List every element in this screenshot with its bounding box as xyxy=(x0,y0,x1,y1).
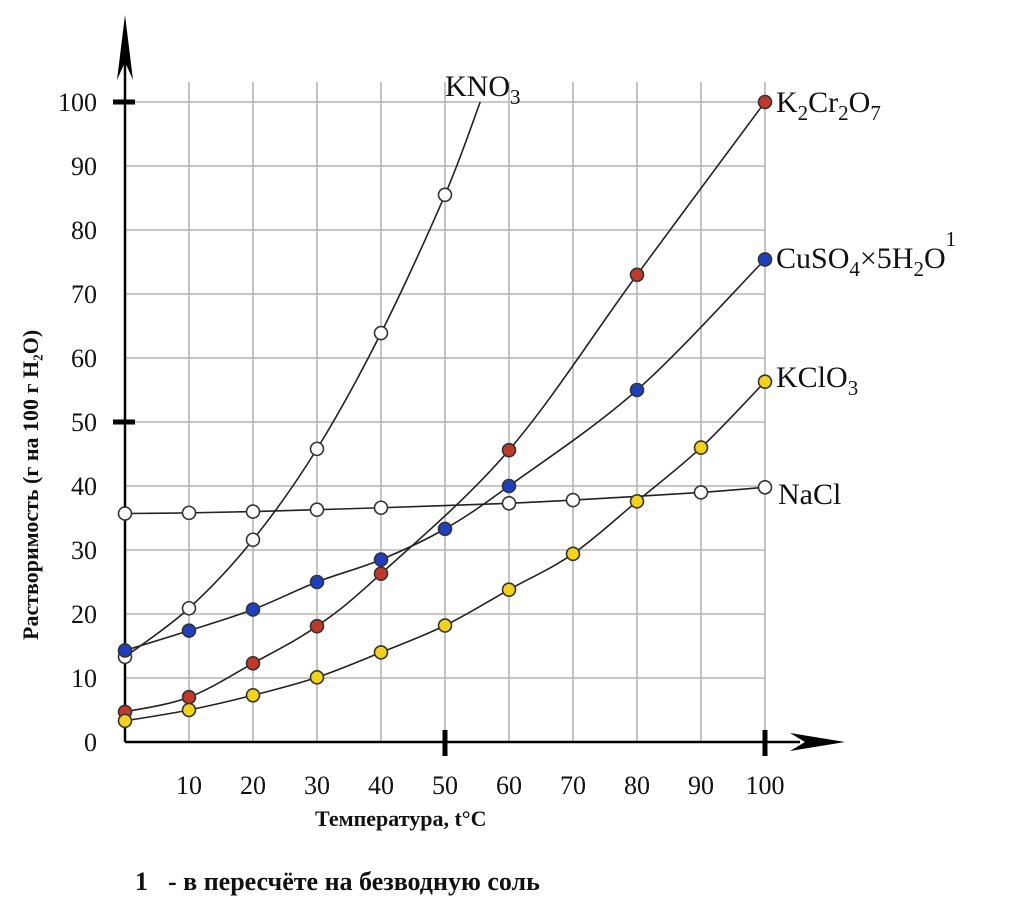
data-point xyxy=(245,687,261,703)
y-tick-label: 60 xyxy=(71,344,97,373)
x-tick-label: 100 xyxy=(746,771,785,800)
data-point xyxy=(181,702,197,718)
data-point xyxy=(117,713,133,729)
data-point xyxy=(309,618,325,634)
data-point xyxy=(181,600,197,616)
y-tick-label: 0 xyxy=(84,728,97,757)
series-label-part: 3 xyxy=(510,85,521,109)
data-point xyxy=(757,94,773,110)
y-tick-label: 70 xyxy=(71,280,97,309)
series-label: KClO3 xyxy=(776,361,858,400)
y-axis-arrow-icon xyxy=(117,15,133,80)
data-point xyxy=(309,502,325,517)
x-tick-label: 10 xyxy=(176,771,202,800)
data-point xyxy=(565,492,581,508)
x-tick-label: 20 xyxy=(240,771,266,800)
axes xyxy=(113,15,845,756)
data-point xyxy=(245,602,261,617)
series-line xyxy=(124,101,481,658)
series-line xyxy=(124,486,766,515)
series-label-part: O xyxy=(849,86,871,119)
y-tick-label: 20 xyxy=(71,600,97,629)
data-point xyxy=(117,506,133,521)
data-point xyxy=(693,485,709,500)
x-tick-label: 60 xyxy=(496,771,522,800)
grid xyxy=(125,82,766,742)
series-label: NaCl xyxy=(778,478,841,511)
data-point xyxy=(309,670,325,685)
data-point xyxy=(757,479,773,495)
series-label-part: 7 xyxy=(870,101,881,125)
data-point xyxy=(245,532,261,548)
y-tick-label: 10 xyxy=(71,664,97,693)
data-point xyxy=(693,440,709,455)
series-label-part: KClO xyxy=(776,361,848,394)
x-axis-label: Температура, t°C xyxy=(315,806,486,831)
series-label-part: 4 xyxy=(849,257,860,281)
data-point xyxy=(309,574,325,590)
series-label-part: 1 xyxy=(946,227,957,251)
data-point xyxy=(373,552,389,567)
x-tick-label: 40 xyxy=(368,771,394,800)
y-tick-label: 80 xyxy=(71,216,97,245)
y-tick-label: 50 xyxy=(71,408,97,437)
x-axis-arrow-icon xyxy=(790,733,845,751)
y-tick-label: 90 xyxy=(71,152,97,181)
footnote-text: - в пересчёте на безводную соль xyxy=(168,867,540,896)
y-tick-label: 30 xyxy=(71,536,97,565)
x-tick-label: 80 xyxy=(624,771,650,800)
series-label-part: 2 xyxy=(838,101,849,125)
data-point xyxy=(757,252,773,267)
x-tick-label: 50 xyxy=(432,771,458,800)
data-point xyxy=(245,504,261,519)
data-point xyxy=(373,325,389,341)
series-label-part: O xyxy=(924,242,946,275)
series-label-part: × xyxy=(860,242,877,275)
series-label-part: K xyxy=(776,86,798,119)
y-axis-label: Растворимость (г на 100 г H₂O) xyxy=(18,330,43,640)
data-point xyxy=(501,442,517,458)
x-tick-label: 70 xyxy=(560,771,586,800)
data-point xyxy=(629,267,645,283)
data-point xyxy=(309,441,325,457)
series-label: K2Cr2O7 xyxy=(776,86,881,125)
data-points xyxy=(117,94,773,729)
series-label-part: CuSO xyxy=(776,242,849,275)
x-tick-label: 30 xyxy=(304,771,330,800)
data-point xyxy=(501,478,517,494)
data-point xyxy=(373,566,389,581)
data-point xyxy=(181,689,197,705)
data-point xyxy=(437,521,453,537)
data-point xyxy=(245,655,261,671)
tick-labels: 0 10 20 30 40 50 60 70 80 90 100 10 20 30 40 50 60 70 80 90… xyxy=(58,88,785,800)
data-point xyxy=(565,546,581,562)
series-label: CuSO4×5H2O1 xyxy=(776,227,956,281)
series-label-part: 2 xyxy=(798,101,809,125)
data-point xyxy=(757,374,773,389)
data-point xyxy=(181,623,197,638)
data-point xyxy=(501,495,517,511)
data-point xyxy=(501,582,517,597)
series-label-part: 3 xyxy=(848,376,859,400)
series-label-part: NaCl xyxy=(778,478,841,511)
data-point xyxy=(437,187,453,203)
series-label-part: Cr xyxy=(808,86,838,119)
data-point xyxy=(373,500,389,516)
data-point xyxy=(373,645,389,660)
y-tick-label: 40 xyxy=(71,472,97,501)
data-point xyxy=(181,505,197,521)
y-tick-label: 100 xyxy=(58,88,97,117)
series-label: KNO3 xyxy=(445,70,521,109)
data-point xyxy=(437,618,453,633)
series-label-part: 5H xyxy=(877,242,914,275)
series-label-part: KNO xyxy=(445,70,510,103)
series-label-part: 2 xyxy=(913,257,924,281)
x-tick-label: 90 xyxy=(688,771,714,800)
data-point xyxy=(629,382,645,398)
footnote-marker: 1 xyxy=(135,867,148,896)
data-point xyxy=(117,643,133,658)
data-point xyxy=(629,494,645,509)
